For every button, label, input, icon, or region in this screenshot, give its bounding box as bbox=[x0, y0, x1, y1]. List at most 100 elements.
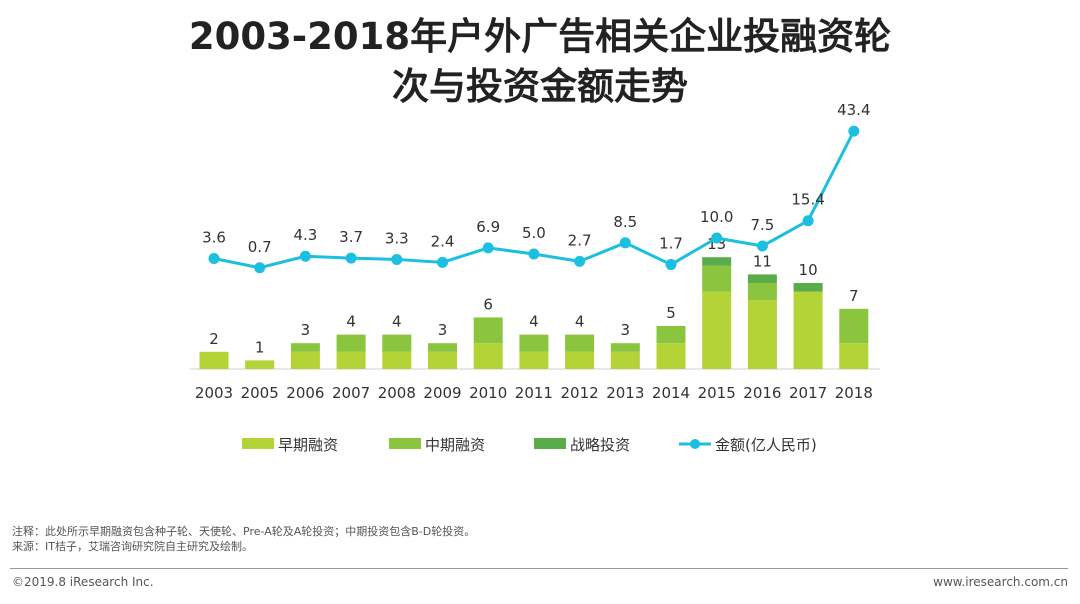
bar-segment bbox=[747, 274, 777, 283]
legend-swatch bbox=[242, 438, 274, 449]
bar-segment bbox=[565, 351, 595, 369]
website-link[interactable]: www.iresearch.com.cn bbox=[933, 575, 1068, 589]
legend-label: 金额(亿人民币) bbox=[715, 436, 817, 454]
amount-point bbox=[437, 256, 448, 268]
amount-point bbox=[528, 248, 540, 260]
amount-point bbox=[391, 253, 403, 265]
x-tick-label: 2015 bbox=[698, 384, 736, 402]
bar-segment bbox=[702, 257, 732, 266]
bar-total-label: 4 bbox=[575, 313, 585, 331]
bar-total-label: 1 bbox=[255, 338, 265, 356]
amount-point bbox=[254, 262, 266, 274]
x-tick-label: 2012 bbox=[561, 384, 599, 402]
amount-label: 6.9 bbox=[476, 218, 500, 236]
x-tick-label: 2006 bbox=[286, 384, 324, 402]
bar-segment bbox=[382, 334, 412, 352]
amount-label: 5.0 bbox=[522, 224, 546, 242]
amount-label: 8.5 bbox=[613, 213, 637, 231]
bar-segment bbox=[245, 360, 275, 369]
amount-point bbox=[574, 255, 586, 267]
bar-total-label: 4 bbox=[529, 313, 539, 331]
bar-total-label: 11 bbox=[753, 252, 772, 270]
amount-point bbox=[208, 252, 220, 264]
amount-point bbox=[848, 125, 860, 137]
amount-label: 2.4 bbox=[431, 232, 455, 250]
chart-title: 2003-2018年户外广告相关企业投融资轮 次与投资金额走势 bbox=[0, 12, 1080, 112]
amount-label: 2.7 bbox=[568, 231, 592, 249]
amount-label: 15.4 bbox=[791, 191, 824, 209]
amount-point bbox=[802, 215, 814, 227]
bar-total-label: 3 bbox=[438, 321, 448, 339]
bar-segment bbox=[610, 343, 640, 352]
x-tick-label: 2011 bbox=[515, 384, 553, 402]
bar-segment bbox=[473, 317, 503, 344]
bar-segment bbox=[839, 343, 869, 369]
bar-total-label: 3 bbox=[621, 321, 631, 339]
bar-total-label: 5 bbox=[666, 304, 676, 322]
bar-segment bbox=[199, 351, 229, 369]
legend-label: 战略投资 bbox=[570, 436, 630, 454]
amount-label: 3.3 bbox=[385, 229, 409, 247]
source-line: 来源：IT桔子，艾瑞咨询研究院自主研究及绘制。 bbox=[12, 540, 253, 553]
bar-segment bbox=[290, 351, 320, 369]
footer-divider bbox=[10, 568, 1068, 569]
amount-label: 10.0 bbox=[700, 208, 733, 226]
bar-segment bbox=[382, 351, 412, 369]
bar-segment bbox=[519, 334, 549, 352]
chart-title-line1: 2003-2018年户外广告相关企业投融资轮 bbox=[188, 15, 892, 58]
x-tick-label: 2007 bbox=[332, 384, 370, 402]
copyright-text: ©2019.8 iResearch Inc. bbox=[12, 575, 154, 589]
legend-marker bbox=[690, 439, 700, 449]
x-tick-label: 2005 bbox=[241, 384, 279, 402]
bar-segment bbox=[702, 291, 732, 369]
amount-label: 0.7 bbox=[248, 238, 272, 256]
bar-segment bbox=[519, 351, 549, 369]
bar-segment bbox=[839, 308, 869, 344]
bar-total-label: 4 bbox=[392, 313, 402, 331]
x-tick-label: 2014 bbox=[652, 384, 690, 402]
amount-label: 3.7 bbox=[339, 228, 363, 246]
x-tick-label: 2003 bbox=[195, 384, 233, 402]
amount-point bbox=[711, 232, 723, 244]
amount-point bbox=[299, 250, 311, 262]
amount-label: 1.7 bbox=[659, 235, 683, 253]
bar-segment bbox=[290, 343, 320, 352]
x-tick-label: 2010 bbox=[469, 384, 507, 402]
bar-total-label: 2 bbox=[209, 330, 219, 348]
amount-point bbox=[665, 259, 677, 271]
amount-point bbox=[619, 237, 631, 249]
bar-segment bbox=[473, 343, 503, 369]
x-tick-label: 2018 bbox=[835, 384, 873, 402]
legend-label: 中期融资 bbox=[425, 436, 485, 454]
x-tick-label: 2016 bbox=[743, 384, 781, 402]
bar-total-label: 7 bbox=[849, 287, 859, 305]
bar-total-label: 10 bbox=[799, 261, 818, 279]
combo-chart: 2 2003 1 2005 3 2006 4 2007 4 2008 3 2009 6 2010 4 2011… bbox=[190, 101, 880, 454]
bar-segment bbox=[656, 326, 686, 344]
bar-segment bbox=[336, 334, 366, 352]
bar-segment bbox=[747, 300, 777, 369]
legend-swatch bbox=[389, 438, 421, 449]
amount-point bbox=[756, 240, 768, 252]
bar-segment bbox=[428, 351, 457, 369]
bar-segment bbox=[747, 283, 777, 301]
bar-segment bbox=[565, 334, 595, 352]
bar-segment bbox=[336, 351, 366, 369]
bar-segment bbox=[702, 265, 732, 292]
amount-point bbox=[482, 242, 494, 254]
amount-label: 4.3 bbox=[293, 226, 317, 244]
amount-label: 7.5 bbox=[750, 216, 774, 234]
amount-label: 43.4 bbox=[837, 101, 870, 119]
x-tick-label: 2013 bbox=[606, 384, 644, 402]
bar-segment bbox=[610, 351, 640, 369]
bar-segment bbox=[428, 343, 457, 352]
notes: 注释：此处所示早期融资包含种子轮、天使轮、Pre-A轮及A轮投资；中期投资包含B… bbox=[12, 524, 475, 554]
x-tick-label: 2009 bbox=[423, 384, 461, 402]
legend-swatch bbox=[534, 438, 566, 449]
amount-label: 3.6 bbox=[202, 228, 226, 246]
x-tick-label: 2017 bbox=[789, 384, 827, 402]
bar-total-label: 3 bbox=[301, 321, 311, 339]
bar-segment bbox=[656, 343, 686, 369]
x-tick-label: 2008 bbox=[378, 384, 416, 402]
bar-segment bbox=[793, 283, 823, 292]
